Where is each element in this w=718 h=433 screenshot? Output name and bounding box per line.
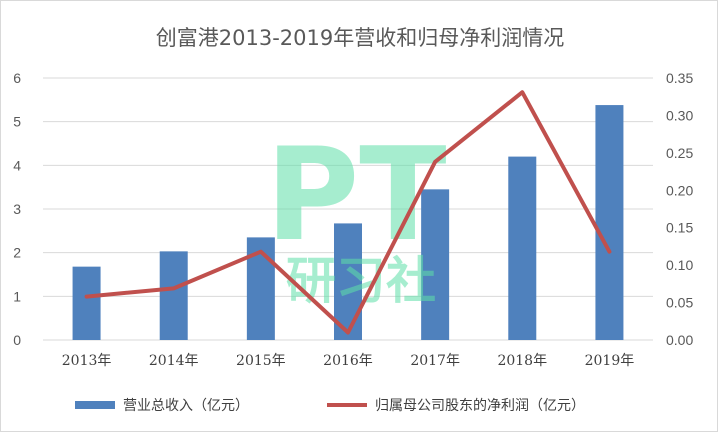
category-label: 2017年	[410, 353, 460, 369]
bar	[595, 105, 624, 340]
category-axis: 2013年 2014年 2015年 2016年 2017年 2018年 2019年	[62, 353, 634, 369]
category-label: 2016年	[323, 353, 373, 369]
legend: 营业总收入（亿元） 归属母公司股东的净利润（亿元）	[75, 397, 585, 414]
right-tick-label: 0.30	[666, 107, 693, 123]
category-label: 2013年	[62, 353, 112, 369]
bar	[159, 251, 188, 340]
bar	[508, 156, 537, 340]
left-tick-label: 3	[13, 201, 21, 217]
line-point	[433, 160, 437, 164]
line-series	[84, 90, 612, 335]
line-point	[259, 250, 263, 254]
line-point	[520, 90, 524, 94]
line-point	[85, 295, 89, 299]
left-tick-label: 1	[13, 288, 21, 304]
category-label: 2018年	[497, 353, 547, 369]
line-point	[607, 250, 611, 254]
right-tick-label: 0.25	[666, 145, 693, 161]
bar	[72, 266, 101, 340]
bar	[421, 189, 450, 340]
category-label: 2015年	[236, 353, 286, 369]
line-point	[346, 331, 350, 335]
left-tick-label: 6	[13, 70, 21, 86]
right-tick-label: 0.10	[666, 257, 693, 273]
right-tick-label: 0.00	[666, 332, 693, 348]
left-tick-label: 2	[13, 245, 21, 261]
bar-series	[72, 105, 624, 340]
right-tick-label: 0.35	[666, 70, 693, 86]
chart-title: 创富港2013-2019年营收和归母净利润情况	[156, 26, 564, 50]
legend-line-label: 归属母公司股东的净利润（亿元）	[375, 397, 585, 414]
right-tick-label: 0.20	[666, 182, 693, 198]
legend-bar-label: 营业总收入（亿元）	[123, 398, 249, 414]
right-axis-ticks: 0.00 0.05 0.10 0.15 0.20 0.25 0.30 0.35	[666, 70, 693, 348]
line-point	[172, 286, 176, 290]
right-tick-label: 0.05	[666, 295, 693, 311]
left-axis-ticks: 0 1 2 3 4 5 6	[13, 70, 21, 348]
right-tick-label: 0.15	[666, 220, 693, 236]
category-label: 2019年	[585, 353, 635, 369]
watermark-small-text: 研习社	[286, 252, 436, 310]
category-label: 2014年	[149, 353, 199, 369]
legend-bar-swatch	[75, 401, 115, 409]
bar	[334, 223, 362, 340]
left-tick-label: 5	[13, 114, 21, 130]
left-tick-label: 0	[13, 332, 21, 348]
left-tick-label: 4	[13, 157, 21, 173]
